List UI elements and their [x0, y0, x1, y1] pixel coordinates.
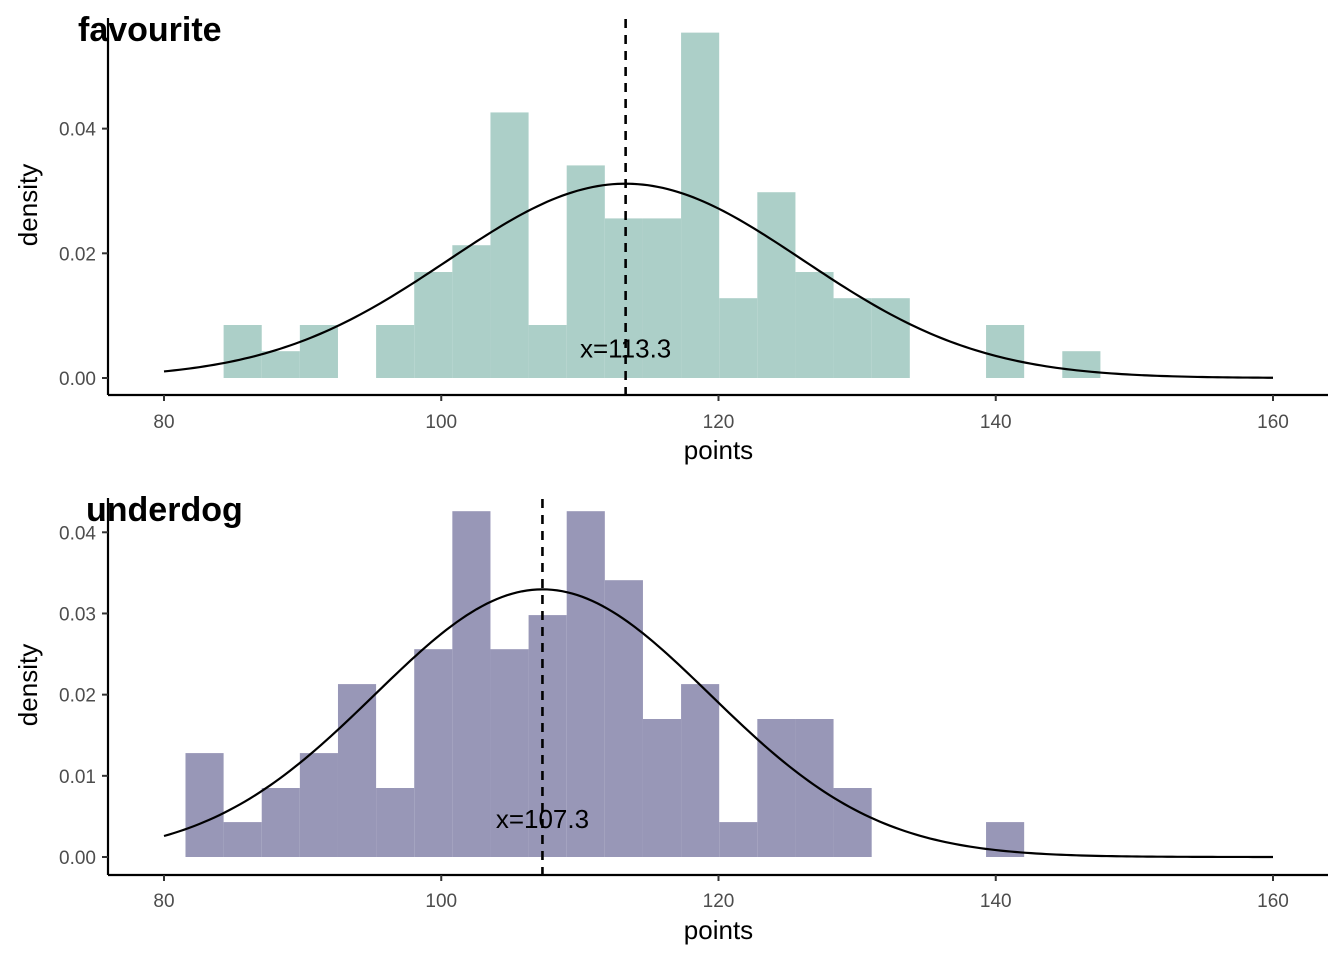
x-tick-label: 100	[425, 891, 457, 912]
histogram-bar	[833, 788, 872, 857]
favourite-panel-title: favourite	[78, 11, 222, 49]
underdog-x-axis-title: points	[684, 915, 753, 945]
histogram-bar	[566, 165, 605, 378]
underdog-x-ticks: 80 100 120 140 160	[153, 875, 1289, 912]
underdog-y-ticks: 0.00 0.01 0.02 0.03 0.04	[59, 523, 108, 869]
x-tick-label: 80	[153, 891, 174, 912]
histogram-bar	[642, 218, 682, 378]
histogram-bar	[376, 788, 415, 857]
favourite-histogram-bars	[223, 32, 1101, 379]
x-tick-label: 100	[425, 412, 457, 433]
histogram-bar	[223, 822, 262, 857]
y-tick-label: 0.01	[59, 767, 96, 788]
underdog-histogram-bars	[185, 511, 1025, 857]
x-tick-label: 120	[703, 412, 735, 433]
favourite-y-ticks: 0.00 0.02 0.04	[59, 120, 108, 390]
panel-favourite: 80 100 120 140 160 0.00 0.02 0.04 x=113.3 poin…	[13, 11, 1328, 465]
favourite-x-axis-title: points	[684, 435, 753, 465]
histogram-bar	[185, 753, 224, 857]
underdog-y-axis-title: density	[13, 644, 43, 726]
histogram-bar	[719, 822, 758, 857]
panel-underdog: 80 100 120 140 160 0.00 0.01 0.02 0.03 0.04 x=10…	[13, 491, 1328, 945]
favourite-normal-curve	[163, 182, 1274, 379]
histogram-bar	[795, 272, 834, 378]
histogram-bar	[261, 788, 300, 857]
y-tick-label: 0.03	[59, 604, 96, 625]
histogram-bar	[261, 351, 300, 378]
histogram-bar	[414, 272, 453, 378]
x-tick-label: 80	[153, 412, 174, 433]
x-tick-label: 120	[703, 891, 735, 912]
histogram-bar	[452, 511, 491, 857]
favourite-mean-label: x=113.3	[580, 334, 671, 364]
favourite-y-axis-title: density	[13, 164, 43, 246]
histogram-bar	[528, 615, 567, 857]
histogram-bar	[719, 298, 758, 378]
histogram-bar	[642, 719, 682, 857]
histogram-bar	[604, 580, 643, 857]
favourite-x-ticks: 80 100 120 140 160	[153, 395, 1289, 433]
histogram-bar	[376, 325, 415, 378]
histogram-bar	[795, 719, 834, 857]
underdog-mean-label: x=107.3	[496, 804, 589, 834]
histogram-bar	[1062, 351, 1101, 378]
histogram-bar	[566, 511, 605, 857]
y-tick-label: 0.00	[59, 369, 96, 390]
histogram-bar	[986, 325, 1025, 378]
y-tick-label: 0.00	[59, 848, 96, 869]
underdog-normal-curve	[163, 588, 1273, 859]
underdog-panel-title: underdog	[86, 491, 243, 529]
histogram-bar	[757, 192, 796, 378]
y-tick-label: 0.04	[59, 120, 96, 141]
histogram-bar	[337, 684, 377, 857]
y-tick-label: 0.04	[59, 523, 96, 544]
histogram-bar	[414, 649, 453, 857]
histogram-bar	[490, 112, 529, 378]
histogram-bar	[681, 684, 720, 857]
histogram-bar	[223, 325, 262, 378]
x-tick-label: 140	[980, 412, 1012, 433]
histogram-bar	[757, 719, 796, 857]
histogram-bar	[833, 298, 872, 378]
x-tick-label: 160	[1257, 891, 1289, 912]
y-tick-label: 0.02	[59, 686, 96, 707]
histogram-bar	[490, 649, 529, 857]
x-tick-label: 140	[980, 891, 1012, 912]
histogram-bar	[528, 325, 567, 378]
histogram-bar	[871, 298, 910, 378]
x-tick-label: 160	[1257, 412, 1289, 433]
y-tick-label: 0.02	[59, 244, 96, 265]
histogram-bar	[452, 245, 491, 378]
histogram-bar	[299, 753, 338, 857]
histogram-bar	[604, 218, 643, 378]
histogram-bar	[299, 325, 338, 378]
